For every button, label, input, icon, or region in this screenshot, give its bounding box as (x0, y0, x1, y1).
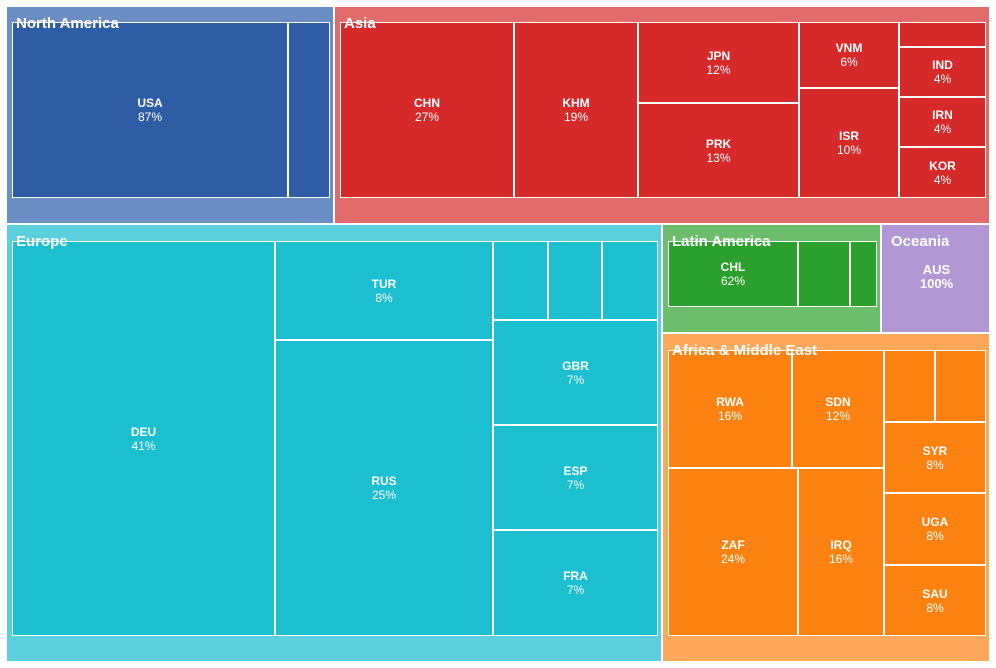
cell-label: PRK (705, 136, 732, 151)
cell-percent: 100% (919, 276, 954, 291)
cell-esp[interactable]: ESP 7% (493, 425, 658, 530)
cell-percent: 8% (375, 290, 393, 305)
cell-label: IRN (932, 108, 953, 122)
region-africa-and-middle-east[interactable]: RWA 16% SDN 12% SYR 8% ZAF 24% IRQ 16% UGA 8% SAU 8% A… (662, 333, 990, 662)
cell-label: ISR (838, 129, 859, 143)
cell-percent: 27% (414, 110, 440, 124)
cell-percent: 7% (566, 477, 585, 492)
cell-label: GBR (562, 358, 589, 373)
cell-unlabeled-north-america-1[interactable] (288, 22, 330, 198)
cell-rus[interactable]: RUS 25% (275, 340, 493, 636)
cell-vnm[interactable]: VNM 6% (799, 22, 899, 88)
cell-label: KOR (929, 158, 956, 173)
cell-irn[interactable]: IRN 4% (899, 97, 986, 147)
cell-khm[interactable]: KHM 19% (514, 22, 638, 198)
cell-percent: 12% (706, 62, 731, 77)
cell-uga[interactable]: UGA 8% (884, 493, 986, 565)
cell-unlabeled-asia-6[interactable] (899, 22, 986, 47)
cell-percent: 16% (828, 552, 854, 566)
cell-percent: 19% (563, 110, 589, 124)
cell-sau[interactable]: SAU 8% (884, 565, 986, 636)
cell-label: ZAF (721, 538, 745, 552)
cell-label: SAU (922, 586, 948, 601)
cell-label: CHL (720, 260, 746, 274)
cell-chl[interactable]: CHL 62% (668, 241, 798, 307)
cell-gbr[interactable]: GBR 7% (493, 320, 658, 425)
cell-percent: 62% (720, 274, 746, 288)
cell-chn[interactable]: CHN 27% (340, 22, 514, 198)
cell-label: AUS (922, 262, 951, 277)
cell-percent: 4% (933, 172, 952, 187)
cell-percent: 16% (717, 409, 743, 423)
cell-label: SYR (922, 443, 948, 458)
cell-label: TUR (371, 276, 397, 291)
cell-label: VNM (835, 41, 863, 55)
cell-percent: 87% (137, 110, 163, 124)
region-title: Oceania (891, 233, 950, 250)
cell-label: FRA (563, 569, 588, 583)
cell-usa[interactable]: USA 87% (12, 22, 288, 198)
cell-kor[interactable]: KOR 4% (899, 147, 986, 198)
cell-fra[interactable]: FRA 7% (493, 530, 658, 636)
cell-unlabeled-africa-and-middle-east-3[interactable] (935, 350, 986, 422)
cell-label: SDN (825, 395, 851, 409)
region-latin-america[interactable]: CHL 62% Latin America (662, 224, 881, 333)
cell-percent: 13% (706, 150, 731, 165)
region-europe[interactable]: DEU 41% TUR 8% RUS 25% GBR 7% ESP 7% FRA 7% Europe (6, 224, 662, 662)
region-title: Africa & Middle East (672, 342, 818, 359)
cell-percent: 25% (371, 488, 397, 502)
cell-percent: 12% (825, 409, 851, 423)
cell-unlabeled-latin-america-2[interactable] (850, 241, 877, 307)
cell-deu[interactable]: DEU 41% (12, 241, 275, 636)
cell-sdn[interactable]: SDN 12% (792, 350, 884, 468)
region-asia[interactable]: CHN 27% KHM 19% JPN 12% PRK 13% VNM 6% ISR 10% IND 4%… (334, 6, 990, 224)
cell-label: USA (137, 96, 163, 110)
cell-prk[interactable]: PRK 13% (638, 103, 799, 198)
cell-isr[interactable]: ISR 10% (799, 88, 899, 198)
region-north-america[interactable]: USA 87% North America (6, 6, 334, 224)
cell-label: DEU (130, 424, 157, 439)
cell-label: IND (932, 58, 953, 72)
cell-percent: 8% (926, 600, 944, 615)
cell-unlabeled-africa-and-middle-east-2[interactable] (884, 350, 935, 422)
cell-percent: 41% (131, 438, 156, 453)
cell-label: RWA (716, 395, 744, 409)
cell-percent: 7% (566, 372, 585, 387)
cell-label: IRQ (830, 538, 852, 552)
cell-label: JPN (706, 48, 731, 63)
cell-label: UGA (921, 515, 949, 529)
cell-percent: 6% (840, 55, 858, 69)
cell-percent: 8% (926, 529, 944, 543)
cell-unlabeled-europe-5[interactable] (602, 241, 658, 320)
cell-unlabeled-europe-3[interactable] (493, 241, 548, 320)
cell-percent: 8% (926, 457, 944, 472)
cell-label: KHM (562, 96, 590, 110)
region-title: Asia (344, 15, 376, 32)
cell-ind[interactable]: IND 4% (899, 47, 986, 97)
cell-label: RUS (371, 474, 397, 488)
cell-label: ESP (563, 463, 588, 478)
cell-zaf[interactable]: ZAF 24% (668, 468, 798, 636)
cell-jpn[interactable]: JPN 12% (638, 22, 799, 103)
region-title: Latin America (672, 233, 771, 250)
cell-tur[interactable]: TUR 8% (275, 241, 493, 340)
region-oceania[interactable]: AUS 100% Oceania (881, 224, 990, 333)
cell-percent: 24% (720, 552, 746, 566)
cell-syr[interactable]: SYR 8% (884, 422, 986, 493)
cell-rwa[interactable]: RWA 16% (668, 350, 792, 468)
cell-percent: 4% (933, 72, 952, 86)
cell-label: CHN (414, 96, 440, 110)
cell-unlabeled-latin-america-1[interactable] (798, 241, 850, 307)
region-title: North America (16, 15, 119, 32)
cell-unlabeled-europe-4[interactable] (548, 241, 602, 320)
cell-percent: 10% (836, 143, 862, 157)
cell-aus[interactable]: AUS 100% (887, 241, 986, 323)
cell-irq[interactable]: IRQ 16% (798, 468, 884, 636)
region-title: Europe (16, 233, 68, 250)
cell-percent: 4% (933, 122, 952, 136)
cell-percent: 7% (566, 583, 585, 597)
